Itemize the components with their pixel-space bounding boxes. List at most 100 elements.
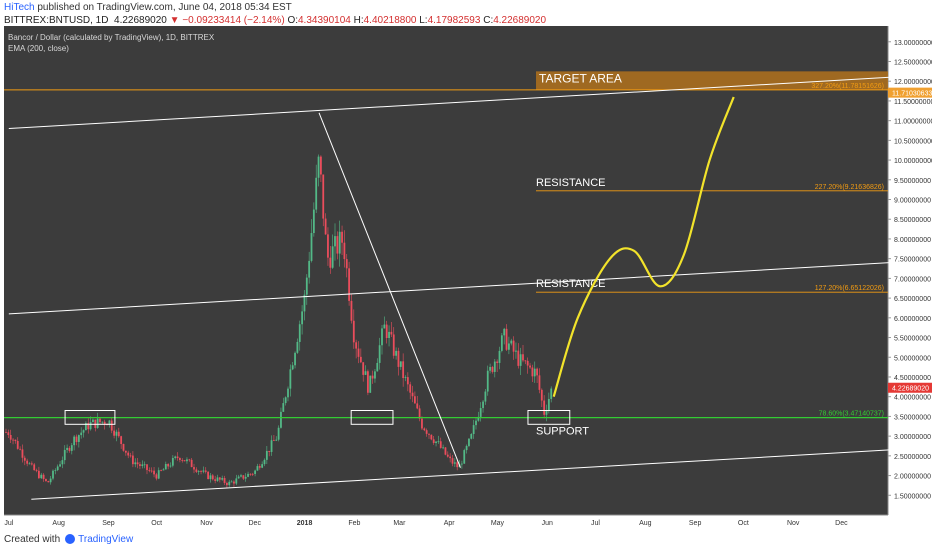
- candle-body: [56, 466, 59, 471]
- candle-body: [73, 436, 76, 446]
- candle-body: [470, 433, 473, 439]
- candle-body: [162, 469, 165, 471]
- candle-body: [47, 481, 50, 483]
- price-tag-label: 11.71030633: [892, 91, 932, 98]
- candle-body: [181, 460, 184, 461]
- author-link[interactable]: HiTech: [4, 2, 35, 13]
- x-tick-label: Apr: [444, 520, 456, 527]
- candle-body: [68, 447, 71, 451]
- candle-body: [247, 473, 249, 477]
- candle-body: [421, 418, 423, 429]
- candle-body: [362, 362, 365, 375]
- candle-body: [254, 470, 256, 474]
- candle-body: [179, 458, 181, 461]
- candle-body: [369, 375, 372, 393]
- candle-body: [550, 388, 553, 399]
- fib-level-label: 227.20%(9.21636826): [815, 184, 884, 191]
- candle-body: [298, 324, 301, 342]
- candle-body: [312, 209, 315, 234]
- candle-body: [70, 445, 73, 451]
- candle-body: [202, 470, 205, 472]
- candle-body: [193, 467, 195, 470]
- candle-body: [324, 218, 327, 235]
- candle-body: [463, 450, 466, 464]
- candle-body: [228, 481, 231, 486]
- candle-body: [280, 411, 282, 428]
- candle-body: [139, 464, 141, 466]
- x-tick-label: Oct: [151, 520, 162, 527]
- trendline-downtrend: [318, 112, 461, 468]
- candle-body: [439, 441, 442, 448]
- candle-body: [92, 419, 94, 423]
- candle-body: [444, 447, 447, 455]
- candle-body: [510, 340, 513, 344]
- close-label: C:: [483, 15, 494, 26]
- candle-body: [526, 360, 529, 366]
- y-tick-label: 3.00000000: [894, 434, 931, 441]
- candle-body: [409, 384, 412, 393]
- candle-body: [406, 377, 409, 385]
- candle-body: [19, 448, 21, 450]
- candle-body: [357, 348, 360, 357]
- x-tick-label: 2018: [297, 520, 313, 527]
- candle-body: [183, 460, 186, 462]
- fib-level-label: 127.20%(6.65122026): [815, 285, 884, 292]
- last-price: 4.22689020: [114, 15, 167, 26]
- candle-body: [512, 340, 515, 352]
- candle-body: [287, 388, 289, 398]
- candle-body: [33, 464, 36, 471]
- x-tick-label: Feb: [348, 520, 360, 527]
- candle-body: [143, 464, 146, 466]
- candle-body: [240, 475, 242, 477]
- legend-indicator: EMA (200, close): [8, 44, 69, 53]
- candle-body: [157, 470, 160, 479]
- candle-body: [221, 478, 224, 480]
- x-tick-label: Sep: [102, 520, 115, 527]
- candle-body: [16, 440, 19, 449]
- candle-body: [423, 428, 426, 431]
- candle-body: [334, 236, 336, 247]
- trendline-channel-bottom: [31, 449, 890, 500]
- candle-body: [517, 350, 520, 366]
- candle-body: [395, 350, 397, 356]
- tradingview-link[interactable]: TradingView: [78, 534, 134, 545]
- candle-body: [258, 466, 261, 468]
- candle-body: [80, 432, 83, 436]
- candle-body: [341, 231, 343, 243]
- candle-body: [336, 236, 339, 254]
- candle-body: [376, 362, 379, 372]
- candle-body: [30, 463, 33, 465]
- x-tick-label: Jul: [591, 520, 600, 527]
- down-arrow-icon: ▼: [169, 15, 180, 26]
- zone-label-resistance: RESISTANCE: [536, 278, 605, 290]
- candle-body: [418, 408, 421, 419]
- candle-body: [256, 466, 259, 471]
- support-box: [350, 409, 394, 425]
- candle-body: [320, 156, 322, 175]
- time-axis: [4, 515, 888, 529]
- tradingview-logo-icon: [65, 534, 76, 545]
- candle-body: [249, 473, 252, 475]
- candle-body: [9, 435, 12, 440]
- candle-body: [428, 433, 430, 435]
- symbol-label: BITTREX:BNTUSD, 1D: [4, 15, 109, 26]
- candle-body: [388, 331, 390, 339]
- candle-body: [533, 368, 536, 377]
- candle-body: [186, 459, 188, 462]
- candle-body: [134, 462, 137, 465]
- candle-body: [493, 361, 496, 372]
- candle-body: [82, 430, 85, 433]
- candle-body: [12, 439, 14, 441]
- candle-body: [66, 447, 68, 450]
- candle-body: [169, 465, 172, 467]
- y-tick-label: 7.50000000: [894, 257, 931, 264]
- y-tick-label: 12.00000000: [894, 79, 932, 86]
- candle-body: [268, 450, 271, 452]
- candle-body: [543, 400, 546, 415]
- candle-body: [275, 439, 278, 441]
- candle-body: [456, 462, 459, 468]
- candle-body: [385, 324, 388, 339]
- candle-body: [5, 432, 7, 433]
- zone-label-target-area: TARGET AREA: [539, 71, 622, 85]
